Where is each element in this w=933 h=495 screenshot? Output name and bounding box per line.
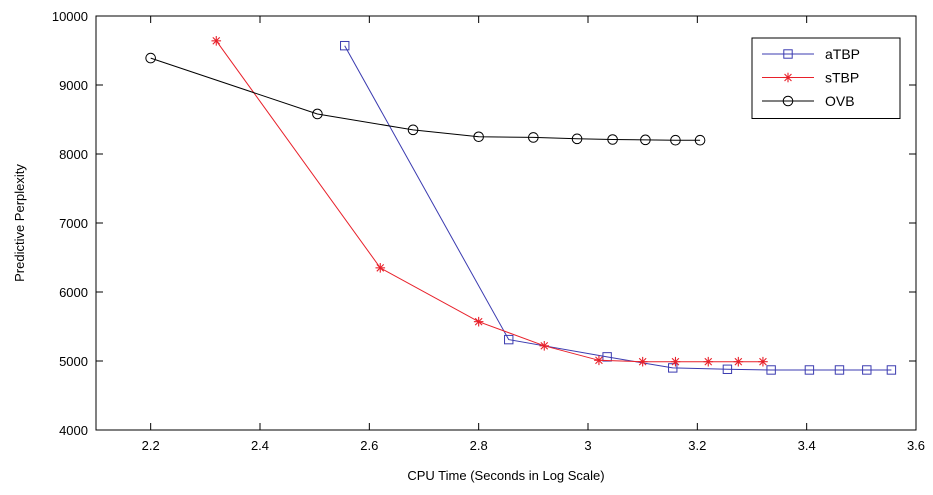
- data-point-aTBP: [340, 40, 350, 51]
- y-tick-label: 6000: [59, 285, 88, 300]
- data-point-aTBP: [504, 334, 514, 345]
- data-point-aTBP: [834, 365, 845, 375]
- data-point-sTBP: [375, 263, 386, 273]
- y-tick-label: 10000: [52, 9, 88, 24]
- legend-box: [751, 37, 901, 119]
- legend-marker: [783, 72, 793, 83]
- data-point-OVB: [407, 124, 419, 136]
- data-point-sTBP: [733, 356, 744, 367]
- legend-marker: [782, 95, 794, 107]
- data-point-sTBP: [758, 356, 768, 367]
- data-point-OVB: [694, 134, 706, 146]
- data-point-sTBP: [473, 316, 484, 327]
- axis-tick-labels: 2.2 2.4 2.6 2.8 3 3.2 3.4 3.6 4000 5000 6000 7000 80…: [52, 9, 925, 453]
- y-tick-label: 7000: [59, 216, 88, 231]
- y-axis-title: Predictive Perplexity: [12, 164, 27, 282]
- x-tick-label: 2.4: [251, 438, 269, 453]
- x-tick-label: 3.4: [798, 438, 816, 453]
- x-tick-label: 3: [584, 438, 591, 453]
- y-tick-label: 5000: [59, 354, 88, 369]
- y-tick-label: 4000: [59, 423, 88, 438]
- data-point-sTBP: [703, 356, 714, 367]
- x-axis-title: CPU Time (Seconds in Log Scale): [407, 468, 604, 483]
- data-point-OVB: [607, 134, 618, 145]
- data-point-OVB: [473, 131, 484, 143]
- legend-label: sTBP: [825, 70, 859, 86]
- data-point-aTBP: [804, 365, 815, 375]
- data-point-OVB: [640, 134, 651, 146]
- legend-marker: [783, 49, 793, 59]
- series-sTBP: [211, 36, 768, 367]
- axis-ticks: [96, 15, 917, 431]
- legend-item-sTBP: sTBP: [762, 70, 859, 86]
- y-tick-label: 9000: [59, 78, 88, 93]
- data-point-OVB: [528, 132, 539, 143]
- data-point-sTBP: [637, 356, 648, 367]
- data-point-OVB: [145, 52, 156, 64]
- data-point-sTBP: [670, 356, 681, 367]
- y-tick-label: 8000: [59, 147, 88, 162]
- x-tick-label: 3.2: [688, 438, 706, 453]
- series-layer: [145, 36, 897, 375]
- legend-label: OVB: [825, 93, 855, 109]
- data-point-OVB: [571, 133, 583, 145]
- x-tick-label: 2.2: [142, 438, 160, 453]
- series-OVB: [145, 52, 706, 146]
- data-point-aTBP: [722, 364, 733, 374]
- x-tick-label: 2.8: [470, 438, 488, 453]
- legend-item-OVB: OVB: [762, 93, 855, 109]
- data-point-OVB: [670, 134, 681, 146]
- series-line-OVB: [150, 57, 701, 141]
- series-line-aTBP: [344, 45, 892, 371]
- data-point-OVB: [312, 108, 323, 120]
- data-point-sTBP: [211, 36, 222, 46]
- legend-label: aTBP: [825, 46, 860, 62]
- data-point-aTBP: [766, 365, 776, 375]
- data-point-sTBP: [539, 341, 550, 351]
- x-tick-label: 2.6: [360, 438, 378, 453]
- data-point-aTBP: [886, 365, 897, 375]
- data-point-sTBP: [594, 355, 604, 366]
- legend: aTBP sTBP OVB: [751, 37, 901, 119]
- data-point-aTBP: [862, 365, 872, 375]
- series-line-sTBP: [215, 40, 763, 363]
- series-aTBP: [340, 40, 897, 375]
- x-tick-label: 3.6: [907, 438, 925, 453]
- legend-item-aTBP: aTBP: [762, 46, 860, 62]
